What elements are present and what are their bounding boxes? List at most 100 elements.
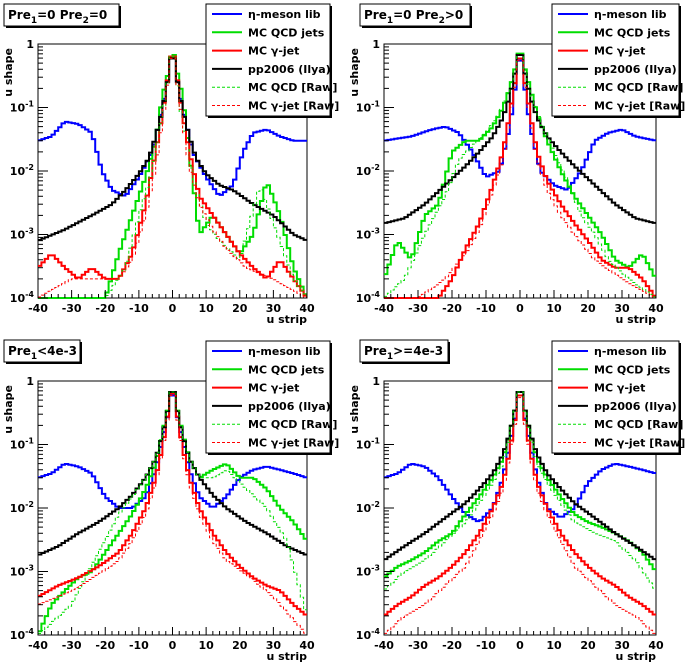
y-tick-label: 10-1 [10,437,35,452]
legend-label: MC QCD [Raw] [248,81,337,94]
x-tick-label: 0 [169,639,177,652]
x-tick-label: 20 [580,302,596,315]
series-line-5 [384,391,656,590]
x-tick-label: -40 [28,302,48,315]
title-box [359,3,471,27]
x-tick-label: 10 [546,302,562,315]
x-tick-label: -10 [129,302,149,315]
panel-3: -40 -30 -20 -10 0 10 20 30 40 10-4 10-3 10-2 10-1 1 u … [2,339,339,663]
series-line-1 [384,59,656,191]
y-tick-label: 10-1 [10,100,35,115]
panel-title: Pre1>=4e-3 [364,344,443,362]
x-tick-label: -30 [408,639,428,652]
y-tick-label: 10-4 [356,627,381,642]
legend: η-meson lib MC QCD jets MC γ-jet pp2006 (Il… [551,340,685,455]
panel-title: Pre1<4e-3 [8,344,77,362]
x-tick-label: -20 [95,639,115,652]
series-line-6 [38,395,307,634]
x-tick-label: -30 [62,639,82,652]
legend-label: MC γ-jet [Raw] [248,437,339,450]
panel-title: Pre1=0 Pre2=0 [8,8,107,26]
x-tick-label: 40 [299,302,315,315]
series-line-3 [38,55,307,297]
legend-label: MC QCD jets [248,26,325,39]
panel-title: Pre1=0 Pre2>0 [364,8,463,26]
legend-label: η-meson lib [248,345,321,358]
y-tick-label: 10-2 [10,500,34,515]
x-tick-label: -30 [408,302,428,315]
legend-label: MC QCD jets [248,363,325,376]
legend-label: MC γ-jet [248,382,299,395]
x-axis-title: u strip [266,313,307,326]
y-tick-label: 10-4 [356,290,381,305]
legend-label: MC γ-jet [Raw] [248,100,339,113]
legend-label: η-meson lib [594,345,667,358]
legend-label: MC γ-jet [594,45,645,58]
x-tick-label: 30 [614,302,630,315]
x-tick-label: 0 [516,302,524,315]
x-axis-title: u strip [615,650,656,663]
x-tick-label: 40 [648,639,664,652]
series-line-4 [384,54,656,224]
panel-2: -40 -30 -20 -10 0 10 20 30 40 10-4 10-3 10-2 10-1 1 u … [348,3,685,326]
y-tick-label: 10-2 [356,500,380,515]
x-tick-label: 0 [516,639,524,652]
x-tick-label: -10 [476,639,496,652]
x-tick-label: -20 [442,639,462,652]
legend-label: MC QCD [Raw] [248,418,337,431]
series-line-6 [384,60,656,299]
x-tick-label: -20 [442,302,462,315]
y-tick-label: 10-3 [10,227,34,242]
x-tick-label: 20 [232,639,248,652]
legend-label: MC QCD jets [594,363,671,376]
legend-box [205,340,331,454]
legend-label: MC γ-jet [Raw] [594,100,685,113]
x-tick-label: -40 [28,639,48,652]
legend: η-meson lib MC QCD jets MC γ-jet pp2006 (Il… [551,3,685,118]
x-tick-label: -10 [129,639,149,652]
x-axis-title: u strip [615,313,656,326]
panel-1: -40 -30 -20 -10 0 10 20 30 40 10-4 10-3 10-2 10-1 1 u … [2,3,339,326]
y-tick-label: 10-3 [10,564,34,579]
legend-label: MC γ-jet [594,382,645,395]
x-tick-label: -10 [476,302,496,315]
x-tick-label: 40 [648,302,664,315]
y-tick-label: 1 [372,38,380,51]
legend-label: MC QCD [Raw] [594,418,683,431]
legend-label: pp2006 (Ilya) [594,63,677,76]
y-tick-label: 10-4 [10,627,35,642]
legend-label: MC QCD [Raw] [594,81,683,94]
y-axis-title: u shape [348,48,361,97]
y-axis-title: u shape [2,385,15,434]
x-tick-label: 30 [614,639,630,652]
legend-label: MC QCD jets [594,26,671,39]
legend-label: η-meson lib [248,8,321,21]
x-tick-label: -30 [62,302,82,315]
title-box [3,339,81,363]
series-line-5 [38,391,307,634]
y-tick-label: 1 [26,375,34,388]
x-tick-label: 40 [299,639,315,652]
series-line-6 [384,397,656,634]
legend-label: MC γ-jet [248,45,299,58]
legend-box [205,3,331,117]
y-tick-label: 10-3 [356,564,380,579]
y-tick-label: 10-4 [10,290,35,305]
series-line-6 [38,58,307,298]
x-tick-label: -40 [374,639,394,652]
y-tick-label: 10-1 [356,100,381,115]
legend-label: η-meson lib [594,8,667,21]
legend-label: pp2006 (Ilya) [248,400,331,413]
y-tick-label: 1 [372,375,380,388]
y-tick-label: 10-2 [10,163,34,178]
panel-4: -40 -30 -20 -10 0 10 20 30 40 10-4 10-3 10-2 10-1 1 u … [348,339,685,663]
x-tick-label: 10 [546,639,562,652]
series-line-5 [384,53,656,298]
legend-label: pp2006 (Ilya) [594,400,677,413]
x-tick-label: 30 [266,302,282,315]
y-axis-title: u shape [348,385,361,434]
y-tick-label: 10-1 [356,437,381,452]
y-tick-label: 1 [26,38,34,51]
